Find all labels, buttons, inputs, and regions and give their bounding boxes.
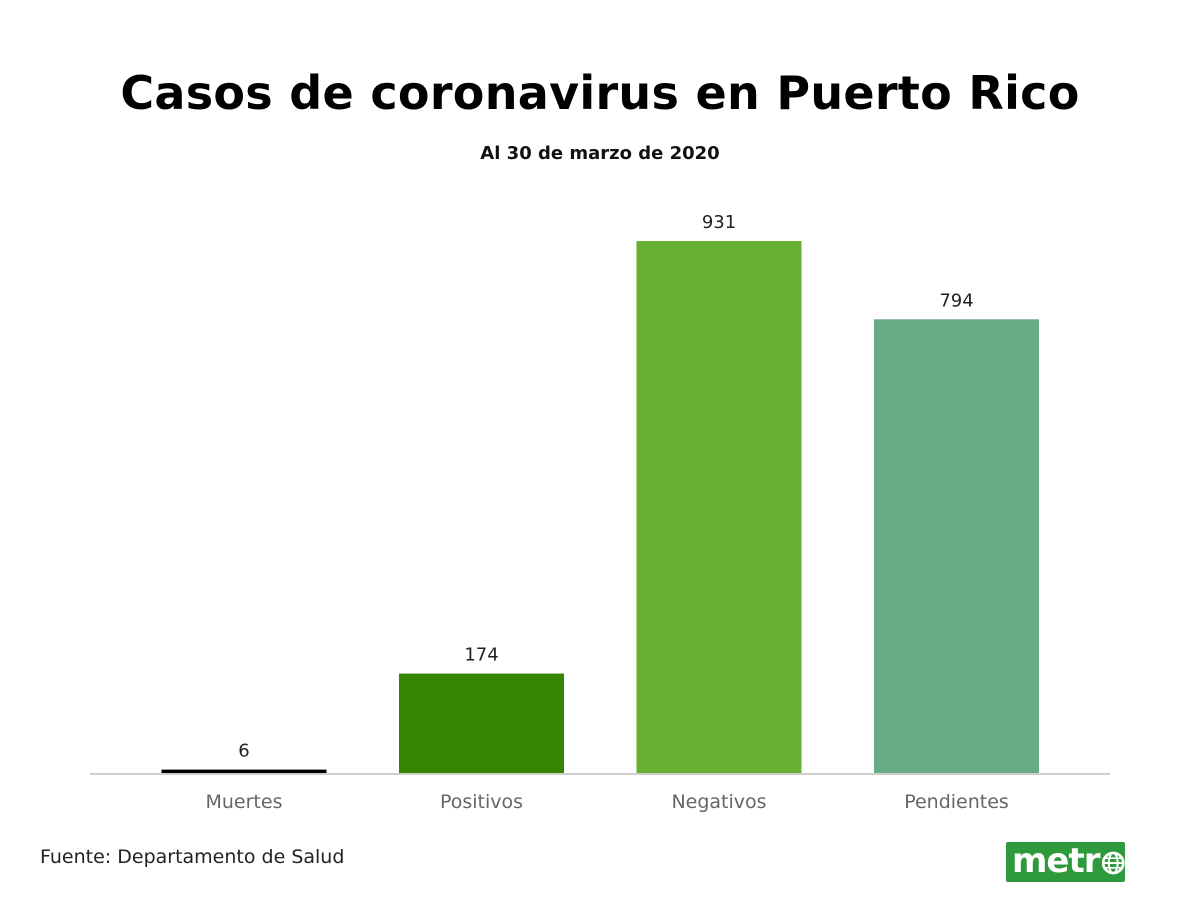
bar-positivos (399, 673, 564, 773)
globe-icon (1101, 851, 1125, 875)
bar-muertes (161, 769, 327, 773)
category-label-negativos: Negativos (671, 791, 766, 813)
metro-logo: metr (1006, 842, 1125, 882)
chart-subtitle: Al 30 de marzo de 2020 (480, 143, 720, 164)
category-label-positivos: Positivos (440, 791, 523, 813)
chart-title: Casos de coronavirus en Puerto Rico (120, 66, 1080, 120)
category-label-pendientes: Pendientes (904, 791, 1009, 813)
logo-text: metr (1012, 840, 1101, 881)
value-label-positivos: 174 (464, 645, 498, 666)
category-label-muertes: Muertes (206, 791, 283, 813)
value-label-pendientes: 794 (939, 290, 973, 311)
source-note: Fuente: Departamento de Salud (40, 846, 345, 868)
value-label-negativos: 931 (702, 212, 736, 233)
bar-pendientes (874, 319, 1039, 773)
value-label-muertes: 6 (238, 741, 249, 762)
bar-negativos (636, 241, 802, 773)
